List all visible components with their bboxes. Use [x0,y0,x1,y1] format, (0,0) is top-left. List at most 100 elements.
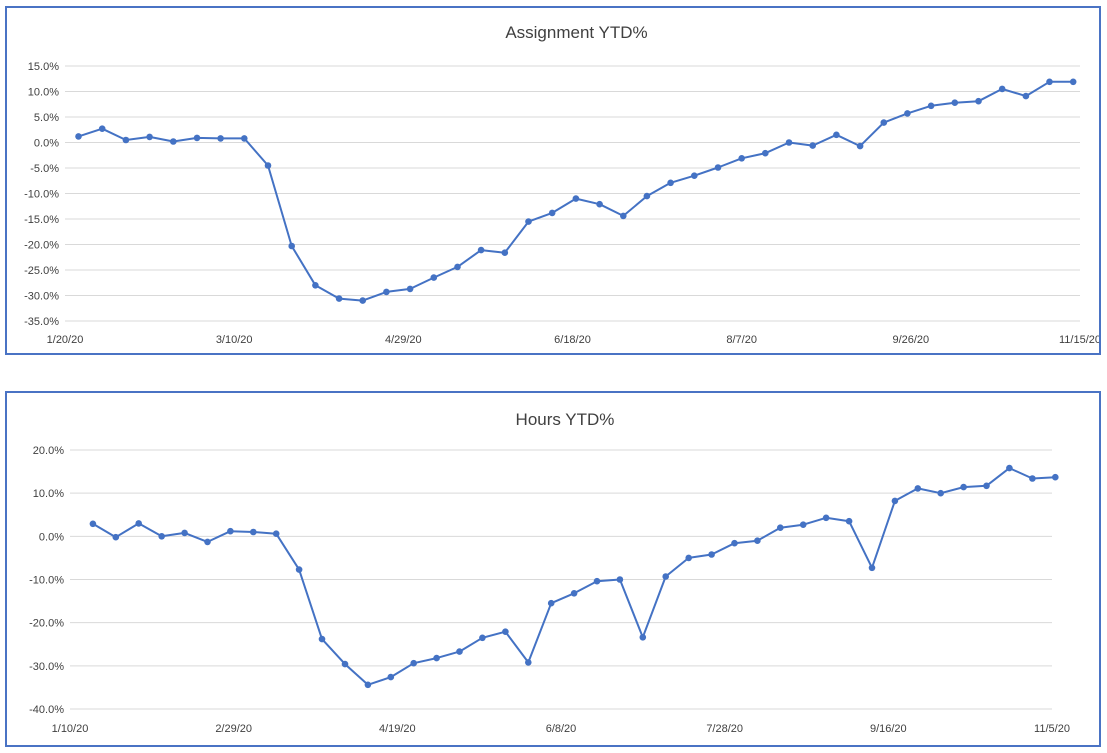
hours-data-point [868,564,876,572]
hours-data-point [135,520,142,527]
hours-x-tick-label: 2/29/20 [215,723,252,735]
hours-data-point [272,530,280,537]
hours-data-point [639,634,647,641]
hours-data-point [158,533,165,540]
assignment-chart-title: Assignment YTD% [505,23,647,42]
hours-chart: Hours YTD% 20.0% 10.0% 0.0% -10.0% -20.0% -30.… [5,391,1101,747]
assignment-data-point [1046,78,1053,86]
assignment-x-tick-label: 9/26/20 [892,334,929,346]
hours-data-point [364,681,372,689]
hours-data-point [914,485,922,492]
assignment-data-point [98,125,106,132]
assignment-data-point [264,162,272,169]
assignment-data-point [146,133,153,141]
assignment-data-point [525,218,532,225]
assignment-data-point [738,155,745,162]
assignment-data-point [762,149,769,157]
hours-data-point [616,576,624,583]
hours-data-point [891,497,899,505]
assignment-data-point [833,131,840,139]
assignment-data-point [288,242,296,250]
assignment-data-point [998,85,1006,93]
hours-y-tick-label: 0.0% [39,531,64,543]
hours-data-point [456,648,463,655]
assignment-data-point [643,192,651,200]
hours-data-point [685,554,692,562]
assignment-x-tick-label: 8/7/20 [726,334,757,346]
hours-chart-title: Hours YTD% [516,410,615,429]
hours-data-point [731,539,738,547]
hours-data-point [341,660,349,668]
assignment-data-point [359,297,367,304]
hours-x-tick-label: 6/8/20 [546,723,577,735]
assignment-y-tick-label: -10.0% [24,189,59,201]
hours-data-point [754,537,761,544]
assignment-data-point [904,110,911,117]
hours-data-point [960,483,967,491]
hours-y-tick-label: 10.0% [33,488,64,500]
assignment-data-point [312,282,319,289]
assignment-data-point [691,172,698,179]
hours-y-tick-label: -10.0% [29,575,64,587]
hours-y-tick-label: -40.0% [29,704,64,716]
assignment-data-point [122,136,130,144]
hours-x-tick-label: 1/10/20 [52,723,89,735]
assignment-data-point [454,263,461,271]
hours-data-point [295,566,303,573]
hours-data-point [479,634,486,642]
hours-data-point [89,520,97,528]
assignment-data-point [951,99,959,106]
assignment-data-point [193,134,201,142]
assignment-data-point [620,212,627,220]
assignment-y-tick-label: -5.0% [30,163,59,175]
hours-data-point [525,659,532,666]
assignment-series-line [78,80,1074,302]
hours-data-point [112,533,120,541]
hours-x-tick-label: 7/28/20 [706,723,743,735]
assignment-x-tick-label: 4/29/20 [385,334,422,346]
hours-y-tick-label: -20.0% [29,618,64,630]
hours-data-point [410,659,418,667]
hours-data-point [204,538,211,546]
hours-x-tick-label: 4/19/20 [379,723,416,735]
hours-data-point [937,489,944,497]
assignment-y-tick-label: -35.0% [24,316,59,328]
assignment-y-tick-label: -30.0% [24,291,59,303]
hours-data-point [502,628,509,635]
assignment-data-point [667,179,674,187]
hours-data-point [181,529,188,537]
assignment-data-point [1022,92,1030,100]
assignment-y-tick-label: -25.0% [24,265,59,277]
assignment-data-point [596,200,603,208]
hours-data-point [433,654,440,662]
hours-x-tick-label: 9/16/20 [870,723,907,735]
assignment-data-point [714,164,722,171]
assignment-y-tick-label: 15.0% [28,61,59,73]
assignment-x-tick-label: 6/18/20 [554,334,591,346]
hours-data-point [1029,475,1036,482]
assignment-data-point [406,285,414,293]
hours-data-point [822,514,830,522]
assignment-data-point [241,135,248,142]
assignment-data-point [880,119,888,126]
assignment-data-point [430,274,438,281]
assignment-data-point [785,139,793,146]
assignment-data-point [501,249,509,256]
assignment-y-tick-label: 5.0% [34,112,59,124]
hours-data-point [547,599,555,607]
hours-chart-svg: Hours YTD% 20.0% 10.0% 0.0% -10.0% -20.0% -30.… [29,410,1070,735]
assignment-data-point [1069,78,1077,86]
hours-data-point [318,635,326,643]
hours-data-point [387,673,395,681]
hours-y-tick-label: -30.0% [29,661,64,673]
assignment-data-point [572,195,580,202]
assignment-chart-svg: Assignment YTD% 15.0% 10.0% 5.0% 0.0% -5.0% -1… [24,23,1099,346]
assignment-x-tick-label: 3/10/20 [216,334,253,346]
assignment-data-point [975,97,982,105]
hours-data-point [1052,473,1059,481]
assignment-data-point [170,138,177,145]
hours-data-point [777,524,784,531]
assignment-data-point [217,135,224,142]
hours-data-point [593,577,601,585]
assignment-y-tick-label: 0.0% [34,138,59,150]
